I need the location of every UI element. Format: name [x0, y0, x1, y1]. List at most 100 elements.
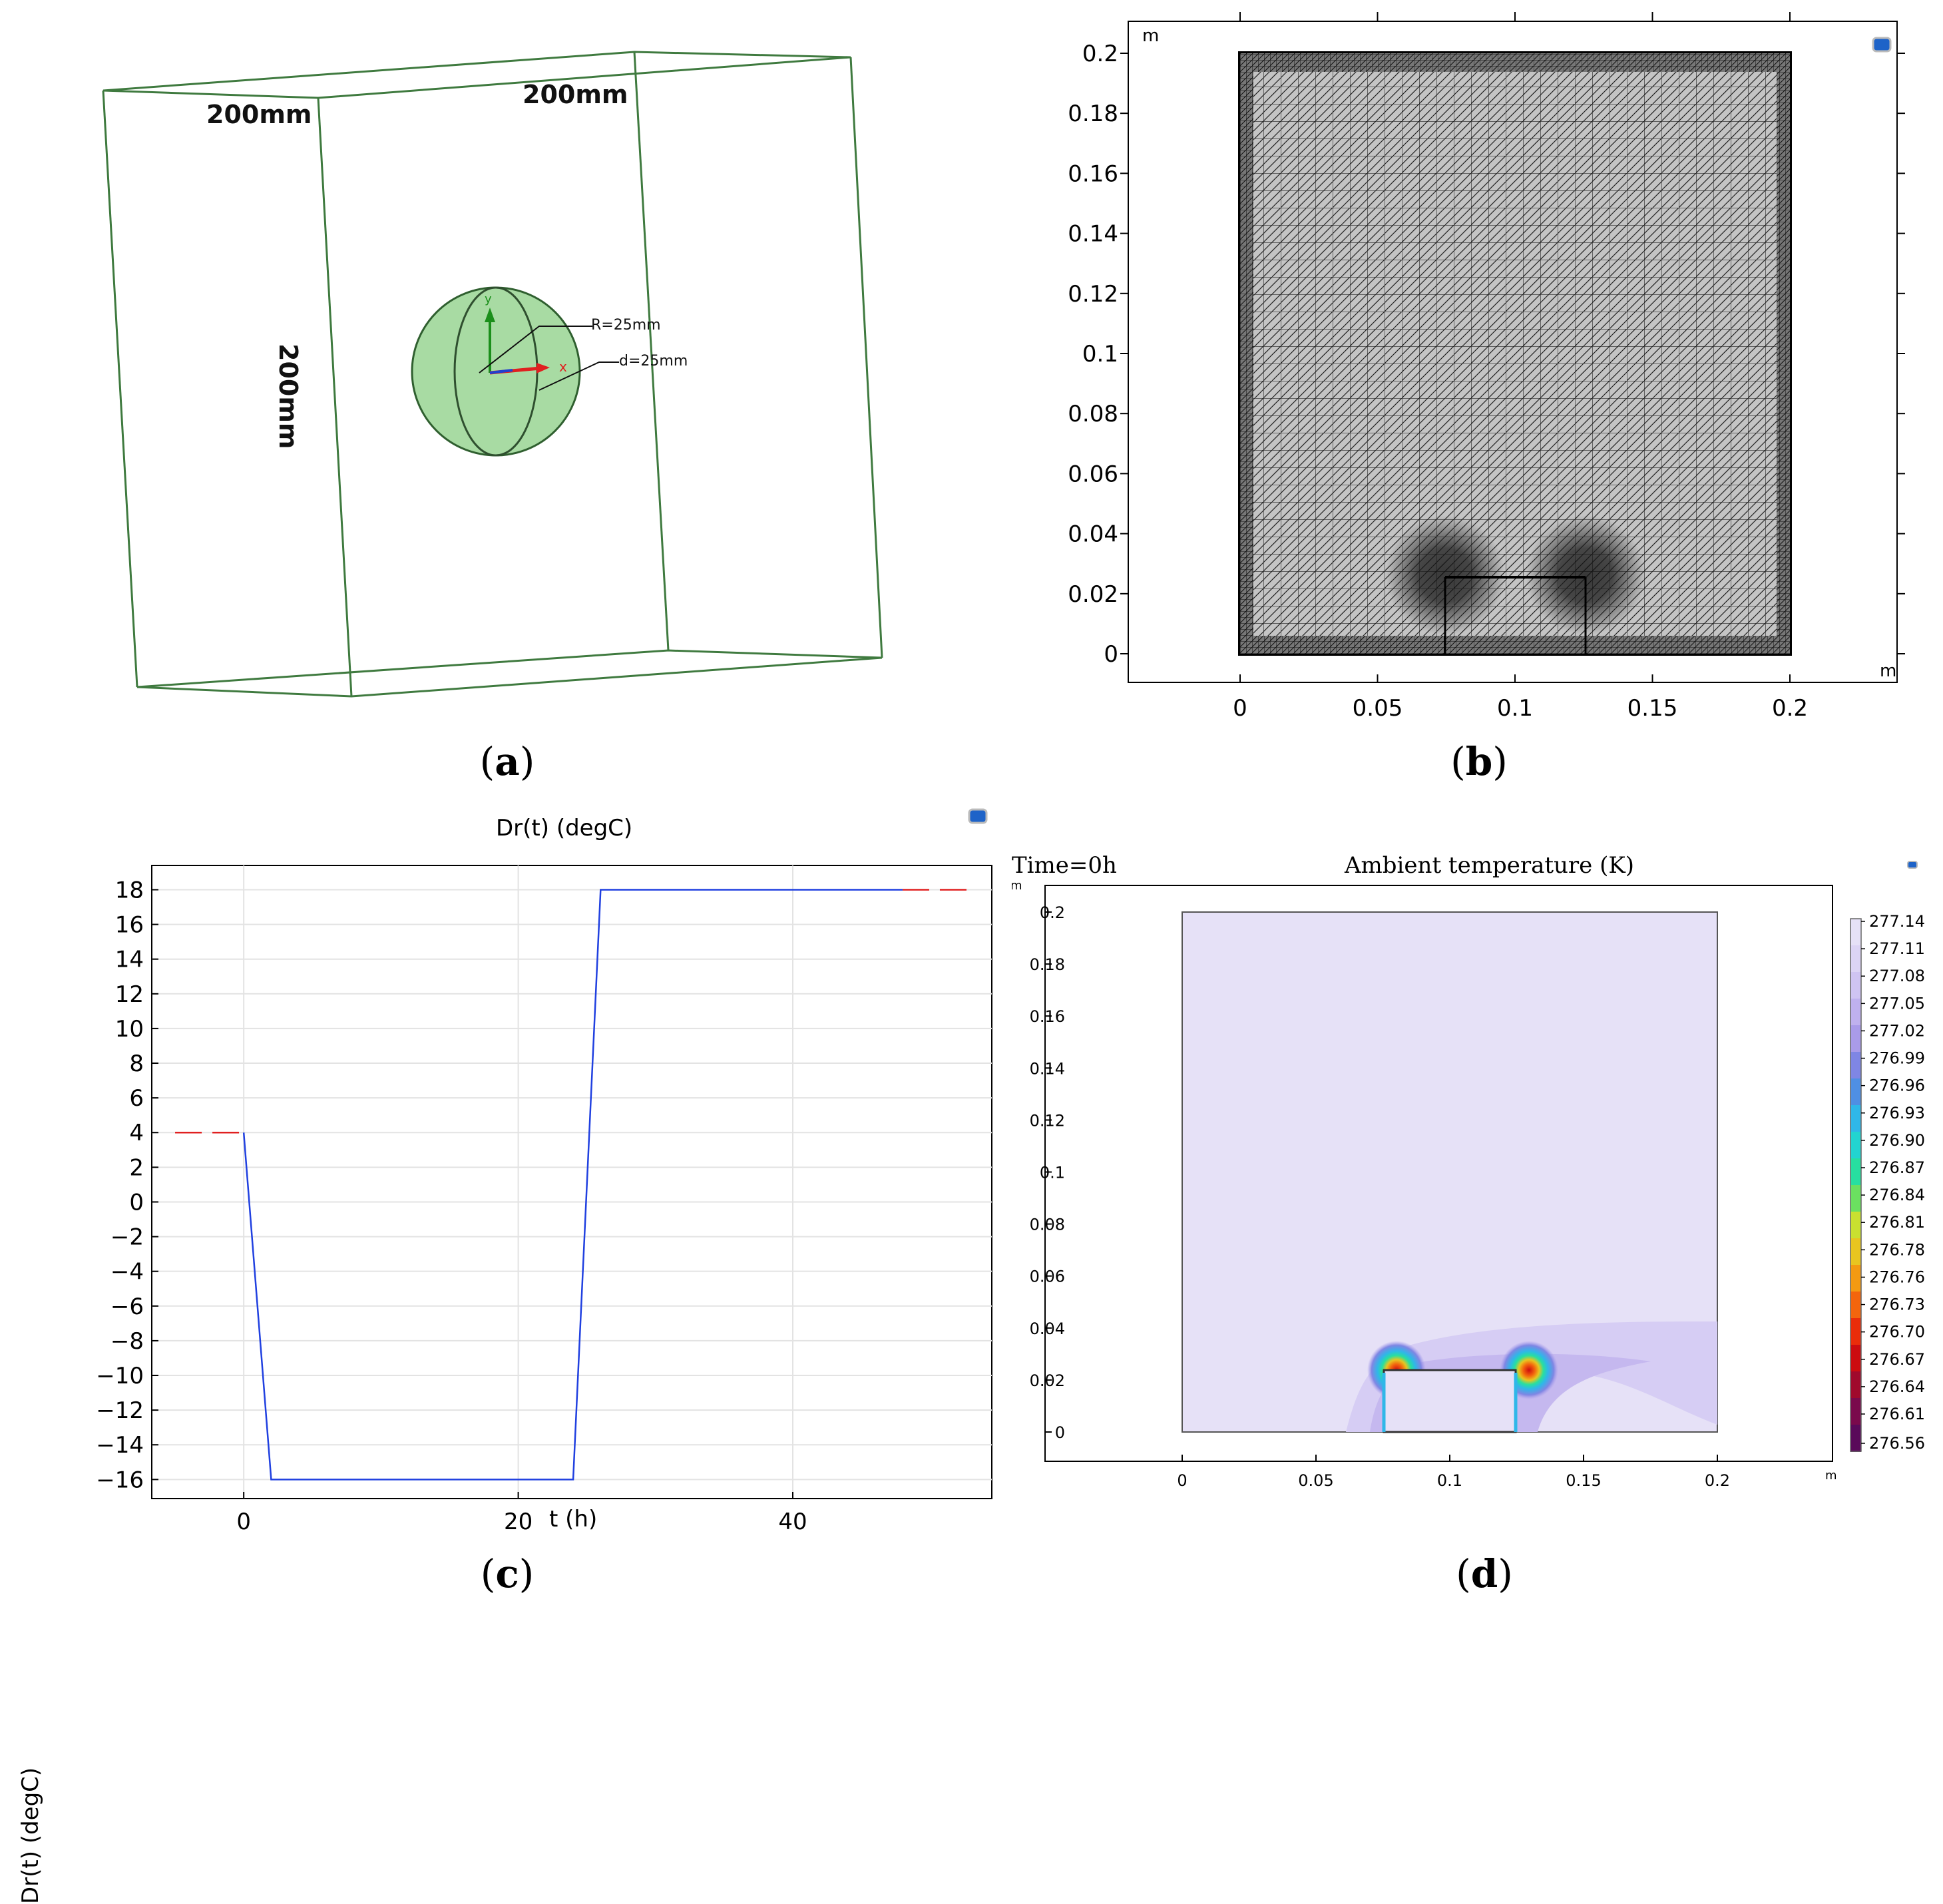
x-tick-label: 0	[236, 1509, 251, 1535]
comsol-logo-icon	[1907, 861, 1918, 869]
box-bottom-edge	[136, 649, 883, 698]
distance-leader-line	[539, 361, 619, 391]
radius-leader-line	[479, 326, 592, 373]
comsol-logo-icon	[968, 808, 988, 824]
y-tick-label: 0	[1104, 641, 1118, 668]
chart-c-frame	[151, 865, 992, 1499]
y-tick-label: 0.06	[1068, 461, 1118, 487]
colorbar-label: 276.81	[1869, 1213, 1925, 1232]
x-unit-label: m	[1880, 661, 1896, 681]
colorbar-segment	[1850, 999, 1861, 1026]
caption-b-letter: b	[1465, 739, 1493, 784]
comsol-logo-icon	[1872, 37, 1892, 53]
distance-label: d=25mm	[619, 353, 688, 369]
x-unit-label: m	[1825, 1469, 1837, 1483]
colorbar-segment	[1850, 1078, 1861, 1106]
y-tick-label: 0.12	[1068, 281, 1118, 308]
y-tick-label: 0.1	[1040, 1164, 1065, 1182]
colorbar-label: 277.11	[1869, 939, 1925, 958]
y-tick-label: 0	[1055, 1423, 1065, 1442]
caption-c-letter: c	[495, 1551, 519, 1596]
y-tick-label: 6	[129, 1085, 144, 1112]
colorbar-label: 277.05	[1869, 994, 1925, 1013]
colorbar-label: 277.08	[1869, 967, 1925, 985]
x-tick-label: 0.1	[1497, 695, 1533, 722]
y-tick-label: 0.08	[1030, 1216, 1065, 1234]
y-tick-label: 0.08	[1068, 401, 1118, 427]
z-axis-arrow	[489, 369, 513, 374]
chart-d-title: Ambient temperature (K)	[1345, 852, 1635, 879]
mesh-boundary-layer-bottom	[1240, 636, 1790, 654]
colorbar-label: 276.56	[1869, 1434, 1925, 1453]
colorbar-segment	[1850, 1345, 1861, 1372]
y-tick-label: −8	[110, 1328, 144, 1355]
colorbar-label: 276.96	[1869, 1076, 1925, 1095]
colorbar-label: 276.61	[1869, 1405, 1925, 1423]
y-tick-label: 16	[115, 912, 144, 939]
dim-label-vertical: 200mm	[274, 344, 303, 449]
x-axis-letter: x	[559, 359, 567, 375]
y-tick-label: 0.02	[1068, 581, 1118, 608]
colorbar-segment	[1850, 1292, 1861, 1319]
cylinder-section	[1383, 1369, 1517, 1433]
colorbar-segment	[1850, 1265, 1861, 1292]
colorbar-segment	[1850, 1212, 1861, 1239]
mesh-refinement-left	[1385, 515, 1505, 635]
x-tick-label: 0.1	[1437, 1471, 1462, 1490]
y-axis-arrowhead	[485, 308, 495, 322]
colorbar-label: 277.14	[1869, 912, 1925, 931]
y-tick-label: 0.14	[1068, 221, 1118, 248]
mesh-plot: 0 0.05 0.1 0.15 0.2 0 0.02 0.04 0.06 0.08 0.1 0.12 0…	[1068, 12, 1905, 722]
y-tick-label: −14	[96, 1432, 144, 1459]
y-tick-label: 0.2	[1082, 41, 1118, 67]
colorbar-segment	[1850, 1052, 1861, 1079]
box-vertical-edge	[633, 51, 670, 651]
panel-a-drawing: x y	[102, 51, 883, 698]
y-tick-label: 0.18	[1030, 955, 1065, 974]
y-tick-label: 0.02	[1030, 1371, 1065, 1390]
y-unit-label: m	[1142, 26, 1159, 46]
colorbar-segment	[1850, 1398, 1861, 1425]
y-tick-label: 0	[129, 1189, 144, 1216]
mesh-refinement-right	[1526, 515, 1645, 635]
panel-d: Time=0h Ambient temperature (K) 0 0.05 0.1…	[1012, 799, 1943, 1614]
time-label: Time=0h	[1012, 852, 1117, 879]
box-top-edge	[103, 51, 851, 99]
colorbar-label: 277.02	[1869, 1021, 1925, 1040]
panel-c: Dr(t) (degC) 0 20 40 18 16 14 12 10 8 6 4 2 0 −2 −4 −6−…	[0, 799, 1012, 1904]
colorbar-segment	[1850, 1425, 1861, 1452]
x-tick-label: 0.05	[1298, 1471, 1333, 1490]
y-unit-label: m	[1012, 879, 1022, 893]
y-tick-label: 0.04	[1030, 1319, 1065, 1338]
dim-label-top-right: 200mm	[523, 80, 628, 109]
y-tick-label: 0.12	[1030, 1111, 1065, 1130]
mesh-boundary-layer-left	[1240, 53, 1253, 654]
mesh-boundary-layer-right	[1777, 53, 1790, 654]
y-tick-label: −16	[96, 1467, 144, 1493]
colorbar-segment	[1850, 1132, 1861, 1159]
box-vertical-edge	[849, 57, 883, 658]
panel-b: 0 0.05 0.1 0.15 0.2 0 0.02 0.04 0.06 0.08 0.1 0.12 0…	[972, 0, 1943, 799]
colorbar-segment	[1850, 1185, 1861, 1212]
y-tick-label: 14	[115, 947, 144, 973]
series-line-dr	[242, 889, 903, 1481]
colorbar-segment	[1850, 945, 1861, 973]
colorbar-label: 276.70	[1869, 1323, 1925, 1341]
radius-label: R=25mm	[591, 317, 661, 334]
y-tick-label: 0.2	[1040, 903, 1065, 922]
colorbar-label: 276.93	[1869, 1104, 1925, 1122]
box-vertical-edge	[317, 97, 353, 697]
y-tick-label: 0.18	[1068, 101, 1118, 127]
y-tick-label: 4	[129, 1120, 144, 1146]
mesh-boundary-layer-top	[1240, 53, 1790, 72]
y-tick-label: 0.04	[1068, 521, 1118, 548]
x-tick-label: 0.15	[1627, 695, 1678, 722]
box-vertical-edge	[102, 90, 138, 688]
colorbar-label: 276.76	[1869, 1268, 1925, 1286]
x-tick-label: 0.15	[1566, 1471, 1601, 1490]
temperature-plot: 0 0.05 0.1 0.15 0.2 0 0.02 0.04 0.06 0.08 0.1 0.12 0…	[1012, 861, 1925, 1490]
y-tick-label: −4	[110, 1259, 144, 1286]
colorbar-segment	[1850, 972, 1861, 999]
mesh-plot-frame	[1128, 21, 1898, 683]
